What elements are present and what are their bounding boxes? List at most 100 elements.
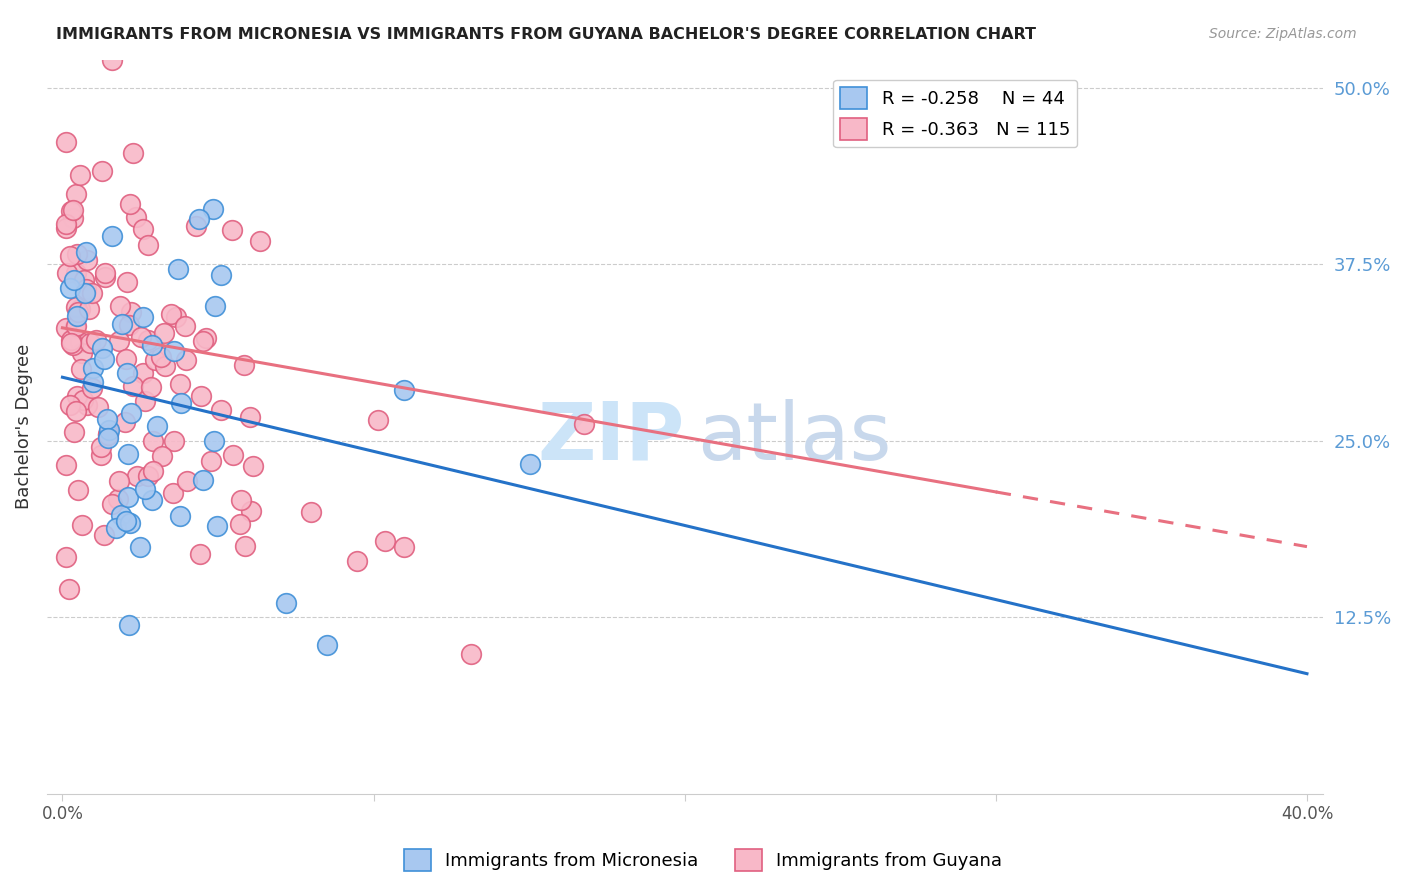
Point [118,197,141,211]
Point [165,310,187,324]
Point [176,352,198,367]
Point [70,346,93,360]
Point [111,318,134,332]
Point [72,392,94,407]
Point [127,469,149,483]
Point [122,145,145,160]
Point [160,307,183,321]
Point [104,521,127,535]
Point [142,434,165,448]
Point [188,212,211,227]
Point [118,617,141,632]
Point [173,318,195,333]
Point [55,458,77,472]
Point [374,534,396,549]
Point [460,647,482,661]
Point [221,222,243,236]
Point [125,210,148,224]
Point [143,352,166,367]
Point [94,270,117,285]
Point [76,253,98,268]
Point [117,490,139,504]
Point [110,508,132,522]
Point [97,427,120,442]
Point [114,415,136,429]
Legend: Immigrants from Micronesia, Immigrants from Guyana: Immigrants from Micronesia, Immigrants f… [396,842,1010,879]
Point [162,486,184,500]
Point [70,518,93,533]
Point [65,301,87,315]
Point [392,384,415,398]
Point [90,448,112,462]
Text: Source: ZipAtlas.com: Source: ZipAtlas.com [1209,27,1357,41]
Point [195,331,218,345]
Point [108,334,131,349]
Point [121,379,143,393]
Point [66,309,89,323]
Point [62,211,84,225]
Point [69,362,91,376]
Point [120,304,142,318]
Point [77,301,100,316]
Point [93,528,115,542]
Point [249,234,271,248]
Point [82,375,104,389]
Point [394,541,416,555]
Point [239,410,262,425]
Point [191,334,214,348]
Point [142,464,165,478]
Point [69,302,91,317]
Point [55,135,77,149]
Point [169,508,191,523]
Point [136,333,159,347]
Point [55,217,77,231]
Y-axis label: Bachelor's Degree: Bachelor's Degree [15,344,32,509]
Point [184,219,207,234]
Point [69,169,91,183]
Point [86,400,108,414]
Point [108,474,131,488]
Point [101,53,124,67]
Point [66,247,89,261]
Point [117,275,139,289]
Point [63,273,86,287]
Point [76,398,98,412]
Point [82,361,104,376]
Point [59,398,82,412]
Point [55,266,77,280]
Point [139,380,162,394]
Point [202,434,225,449]
Point [62,202,84,217]
Point [176,475,198,489]
Point [91,342,114,356]
Point [90,440,112,454]
Point [73,273,96,287]
Point [118,318,141,332]
Point [150,449,173,463]
Point [59,280,82,294]
Point [63,319,86,334]
Point [79,336,101,351]
Point [55,550,77,565]
Point [120,405,142,419]
Text: atlas: atlas [697,399,891,476]
Point [132,310,155,325]
Point [229,493,252,508]
Point [167,261,190,276]
Point [91,164,114,178]
Point [188,547,211,561]
Point [155,359,177,373]
Point [69,335,91,350]
Point [94,266,117,280]
Point [200,454,222,468]
Point [63,425,86,440]
Point [65,267,87,281]
Point [101,497,124,511]
Point [66,483,89,497]
Point [346,554,368,568]
Point [93,352,115,367]
Point [65,404,87,418]
Point [138,468,160,483]
Point [55,221,77,235]
Point [97,431,120,445]
